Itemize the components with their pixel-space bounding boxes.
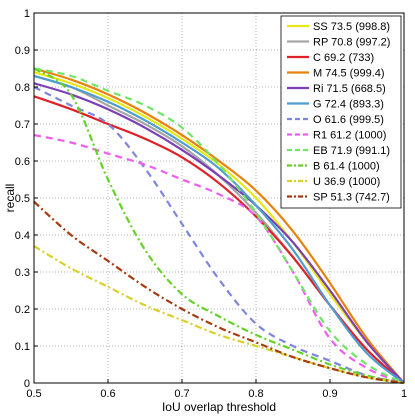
legend: SS 73.5 (998.8) RP 70.8 (997.2) C 69.2 (73…	[280, 15, 402, 209]
legend-label: RP 70.8 (997.2)	[313, 37, 390, 49]
legend-label: M 74.5 (999.4)	[313, 68, 385, 80]
series-line-3	[33, 67, 405, 384]
series-line-6	[33, 86, 405, 385]
series-line-9	[33, 67, 405, 385]
y-tick-label: 1	[24, 8, 30, 20]
legend-label: SP 51.3 (742.7)	[313, 192, 390, 204]
legend-label: C 69.2 (733)	[313, 52, 374, 64]
y-tick-label: 0.9	[15, 45, 30, 57]
legend-label: SS 73.5 (998.8)	[313, 21, 390, 33]
legend-label: B 61.4 (1000)	[313, 161, 380, 173]
x-tick-label: 0.9	[322, 388, 337, 400]
legend-label: R1 61.2 (1000)	[313, 130, 386, 142]
series-line-0	[33, 71, 405, 384]
x-tick-label: 0.5	[26, 388, 41, 400]
series-line-10	[33, 245, 405, 385]
legend-label: U 36.9 (1000)	[313, 176, 380, 188]
y-tick-label: 0.6	[15, 156, 30, 168]
legend-label: G 72.4 (893.3)	[313, 99, 384, 111]
y-axis-title: recall	[3, 184, 17, 213]
y-tick-label: 0.7	[15, 119, 30, 131]
series-line-5	[33, 74, 405, 384]
legend-box	[280, 15, 402, 209]
y-tick-label: 0.5	[15, 193, 30, 205]
y-tick-label: 0.3	[15, 267, 30, 279]
series-line-11	[33, 200, 405, 385]
legend-label: EB 71.9 (991.1)	[313, 145, 390, 157]
x-tick-label: 1	[401, 388, 407, 400]
y-tick-label: 0.1	[15, 341, 30, 353]
y-tick-label: 0.4	[15, 230, 30, 242]
legend-label: Ri 71.5 (668.5)	[313, 83, 386, 95]
axis-ticks: 0.5 0.6 0.7 0.8 0.9 1 0 0.1 0.2 0.3 0.4 0.5 0.6 0.7 0.…	[15, 8, 407, 400]
series-line-7	[33, 134, 405, 385]
series-lines	[33, 67, 405, 385]
x-tick-label: 0.6	[100, 388, 115, 400]
x-tick-label: 0.7	[174, 388, 189, 400]
y-tick-label: 0	[24, 378, 30, 390]
y-tick-label: 0.8	[15, 82, 30, 94]
y-tick-label: 0.2	[15, 304, 30, 316]
legend-label: O 61.6 (999.5)	[313, 114, 384, 126]
series-line-4	[33, 82, 405, 384]
x-axis-title: IoU overlap threshold	[162, 400, 276, 414]
x-tick-label: 0.8	[248, 388, 263, 400]
